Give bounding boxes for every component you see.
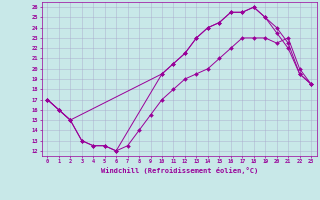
X-axis label: Windchill (Refroidissement éolien,°C): Windchill (Refroidissement éolien,°C) [100, 167, 258, 174]
